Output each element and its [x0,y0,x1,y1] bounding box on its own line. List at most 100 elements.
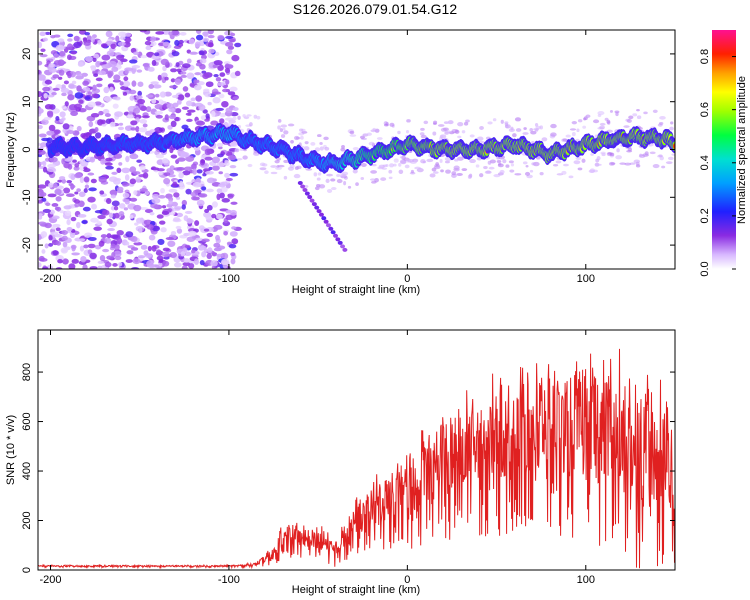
heatmap-cell [211,156,221,164]
heatmap-cell [41,197,47,202]
heatmap-cell [445,130,452,134]
heatmap-cell [130,235,138,243]
heatmap-cell [144,40,152,46]
heatmap-cell [84,56,93,62]
heatmap-cell [66,219,71,226]
heatmap-cell [420,127,425,131]
heatmap-cell [108,212,114,219]
spectrogram-xtick-label: 100 [577,273,595,285]
heatmap-cell [539,171,544,176]
heatmap-cell [186,218,194,224]
heatmap-cell [508,128,515,133]
heatmap-cell [38,60,43,66]
heatmap-cell [122,192,130,199]
heatmap-cell [224,172,230,178]
heatmap-cell [207,30,214,35]
heatmap-cell [202,73,210,80]
heatmap-cell [53,53,60,58]
heatmap-cell [658,122,664,125]
heatmap-cell [467,174,472,179]
heatmap-cell [349,130,355,135]
heatmap-cell [74,202,80,208]
heatmap-cell [154,104,163,110]
heatmap-cell [404,164,410,169]
heatmap-cell [211,201,218,208]
heatmap-cell [323,136,329,141]
heatmap-cell [89,156,96,163]
heatmap-cell [110,234,119,239]
heatmap-cell [98,110,104,116]
heatmap-cell [194,41,201,48]
heatmap-cell [162,41,170,47]
heatmap-cell [219,72,226,77]
heatmap-cell [509,169,515,173]
heatmap-cell [54,188,62,195]
heatmap-cell [128,111,133,115]
heatmap-cell [297,180,303,185]
heatmap-cell [225,107,233,114]
heatmap-cell [145,45,152,51]
heatmap-cell [84,232,93,238]
heatmap-cell [43,92,48,99]
heatmap-cell [615,155,622,160]
heatmap-cell [67,163,73,170]
heatmap-cell [150,203,159,209]
heatmap-cell [183,258,190,263]
heatmap-cell [73,199,81,204]
heatmap-cell [165,237,174,241]
heatmap-cell [529,169,534,173]
heatmap-cell [399,155,406,159]
heatmap-cell [211,91,221,95]
heatmap-cell [90,217,99,223]
heatmap-cell [142,123,148,128]
heatmap-cell [454,129,460,134]
heatmap-cell [609,109,614,113]
heatmap-cell [44,79,53,85]
heatmap-cell [389,122,395,127]
heatmap-cell [321,216,327,221]
heatmap-cell [140,54,148,59]
heatmap-cell [89,252,97,260]
heatmap-cell [192,182,202,188]
heatmap-cell [283,130,289,135]
heatmap-cell [342,247,348,252]
heatmap-cell [212,96,221,104]
heatmap-cell [96,220,102,226]
heatmap-cell [304,191,310,196]
heatmap-cell [70,244,77,250]
heatmap-cell [331,187,337,191]
heatmap-cell [81,220,88,224]
heatmap-cell [90,65,97,72]
heatmap-cell [220,186,228,193]
heatmap-cell [97,70,107,76]
heatmap-cell [88,187,97,192]
heatmap-cell [184,210,193,215]
heatmap-cell [61,92,67,97]
heatmap-cell [575,156,582,161]
heatmap-cell [198,104,206,111]
heatmap-cell [232,107,239,111]
heatmap-cell [104,113,111,118]
heatmap-cell [112,103,119,109]
heatmap-cell [97,260,105,265]
heatmap-cell [324,146,330,151]
heatmap-cell [59,111,66,118]
heatmap-cell [62,187,71,194]
heatmap-cell [461,168,468,172]
heatmap-cell [465,119,470,123]
heatmap-cell [201,238,210,243]
heatmap-cell [609,152,615,157]
heatmap-cell [234,70,241,77]
heatmap-cell [98,240,105,247]
heatmap-cell [525,164,529,168]
heatmap-cell [595,163,602,167]
heatmap-cell [141,115,150,119]
heatmap-cell [496,159,502,163]
heatmap-cell [221,258,230,266]
heatmap-cell [133,190,138,196]
heatmap-cell [457,156,464,161]
heatmap-cell [180,74,188,78]
heatmap-cell [180,251,186,257]
heatmap-cell [67,33,74,38]
